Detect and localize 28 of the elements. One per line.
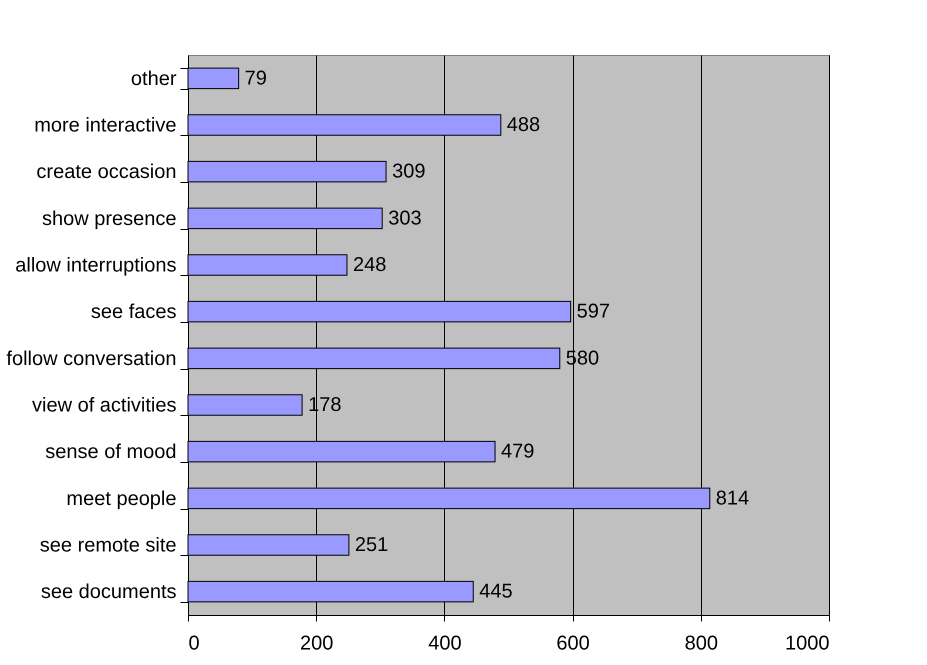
data-label: 814 — [716, 487, 750, 510]
data-label: 303 — [388, 207, 422, 230]
y-tick-label: other — [130, 68, 177, 90]
y-tick-label: create occasion — [36, 161, 176, 184]
y-tick-label: meet people — [66, 488, 176, 510]
data-label: 445 — [479, 580, 513, 603]
data-label: 79 — [244, 67, 267, 90]
y-tick-label: allow interruptions — [15, 254, 176, 276]
data-label: 309 — [392, 160, 426, 183]
data-label: 248 — [352, 254, 386, 276]
data-label: 488 — [506, 114, 540, 136]
y-tick-label: follow conversation — [6, 348, 176, 370]
y-tick-label: see faces — [90, 301, 176, 324]
y-tick-label: sense of mood — [45, 441, 176, 464]
y-tick-label: show presence — [42, 208, 176, 230]
data-label: 479 — [501, 440, 534, 463]
x-tick-label: 0 — [188, 632, 200, 654]
y-tick-label: see documents — [40, 581, 176, 604]
x-tick-label: 400 — [428, 632, 462, 654]
data-label: 597 — [576, 300, 610, 323]
x-tick-label: 1000 — [785, 632, 830, 654]
data-label: 251 — [354, 534, 388, 556]
y-tick-label: see remote site — [40, 534, 176, 556]
x-tick-label: 600 — [556, 632, 590, 654]
y-tick-label: more interactive — [34, 114, 176, 136]
x-tick-label: 800 — [684, 632, 718, 654]
y-tick-label: view of activities — [32, 394, 176, 416]
x-tick-label: 200 — [300, 632, 334, 654]
